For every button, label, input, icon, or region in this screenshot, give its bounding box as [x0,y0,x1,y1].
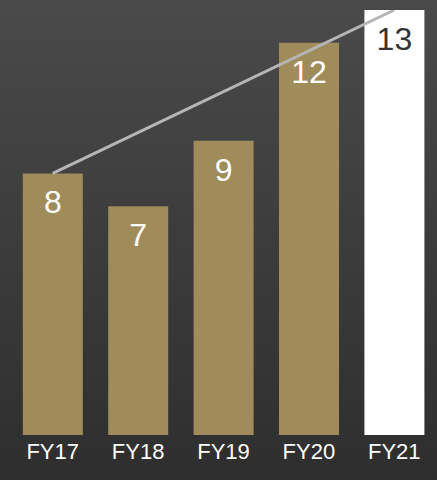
svg-text:FY19: FY19 [197,439,250,464]
svg-text:FY20: FY20 [283,439,336,464]
svg-text:12: 12 [291,54,327,90]
svg-text:FY18: FY18 [112,439,165,464]
svg-text:7: 7 [129,217,147,253]
svg-text:9: 9 [215,152,233,188]
svg-text:8: 8 [44,184,62,220]
svg-text:FY21: FY21 [368,439,421,464]
svg-text:FY17: FY17 [26,439,79,464]
svg-text:13: 13 [377,21,413,57]
